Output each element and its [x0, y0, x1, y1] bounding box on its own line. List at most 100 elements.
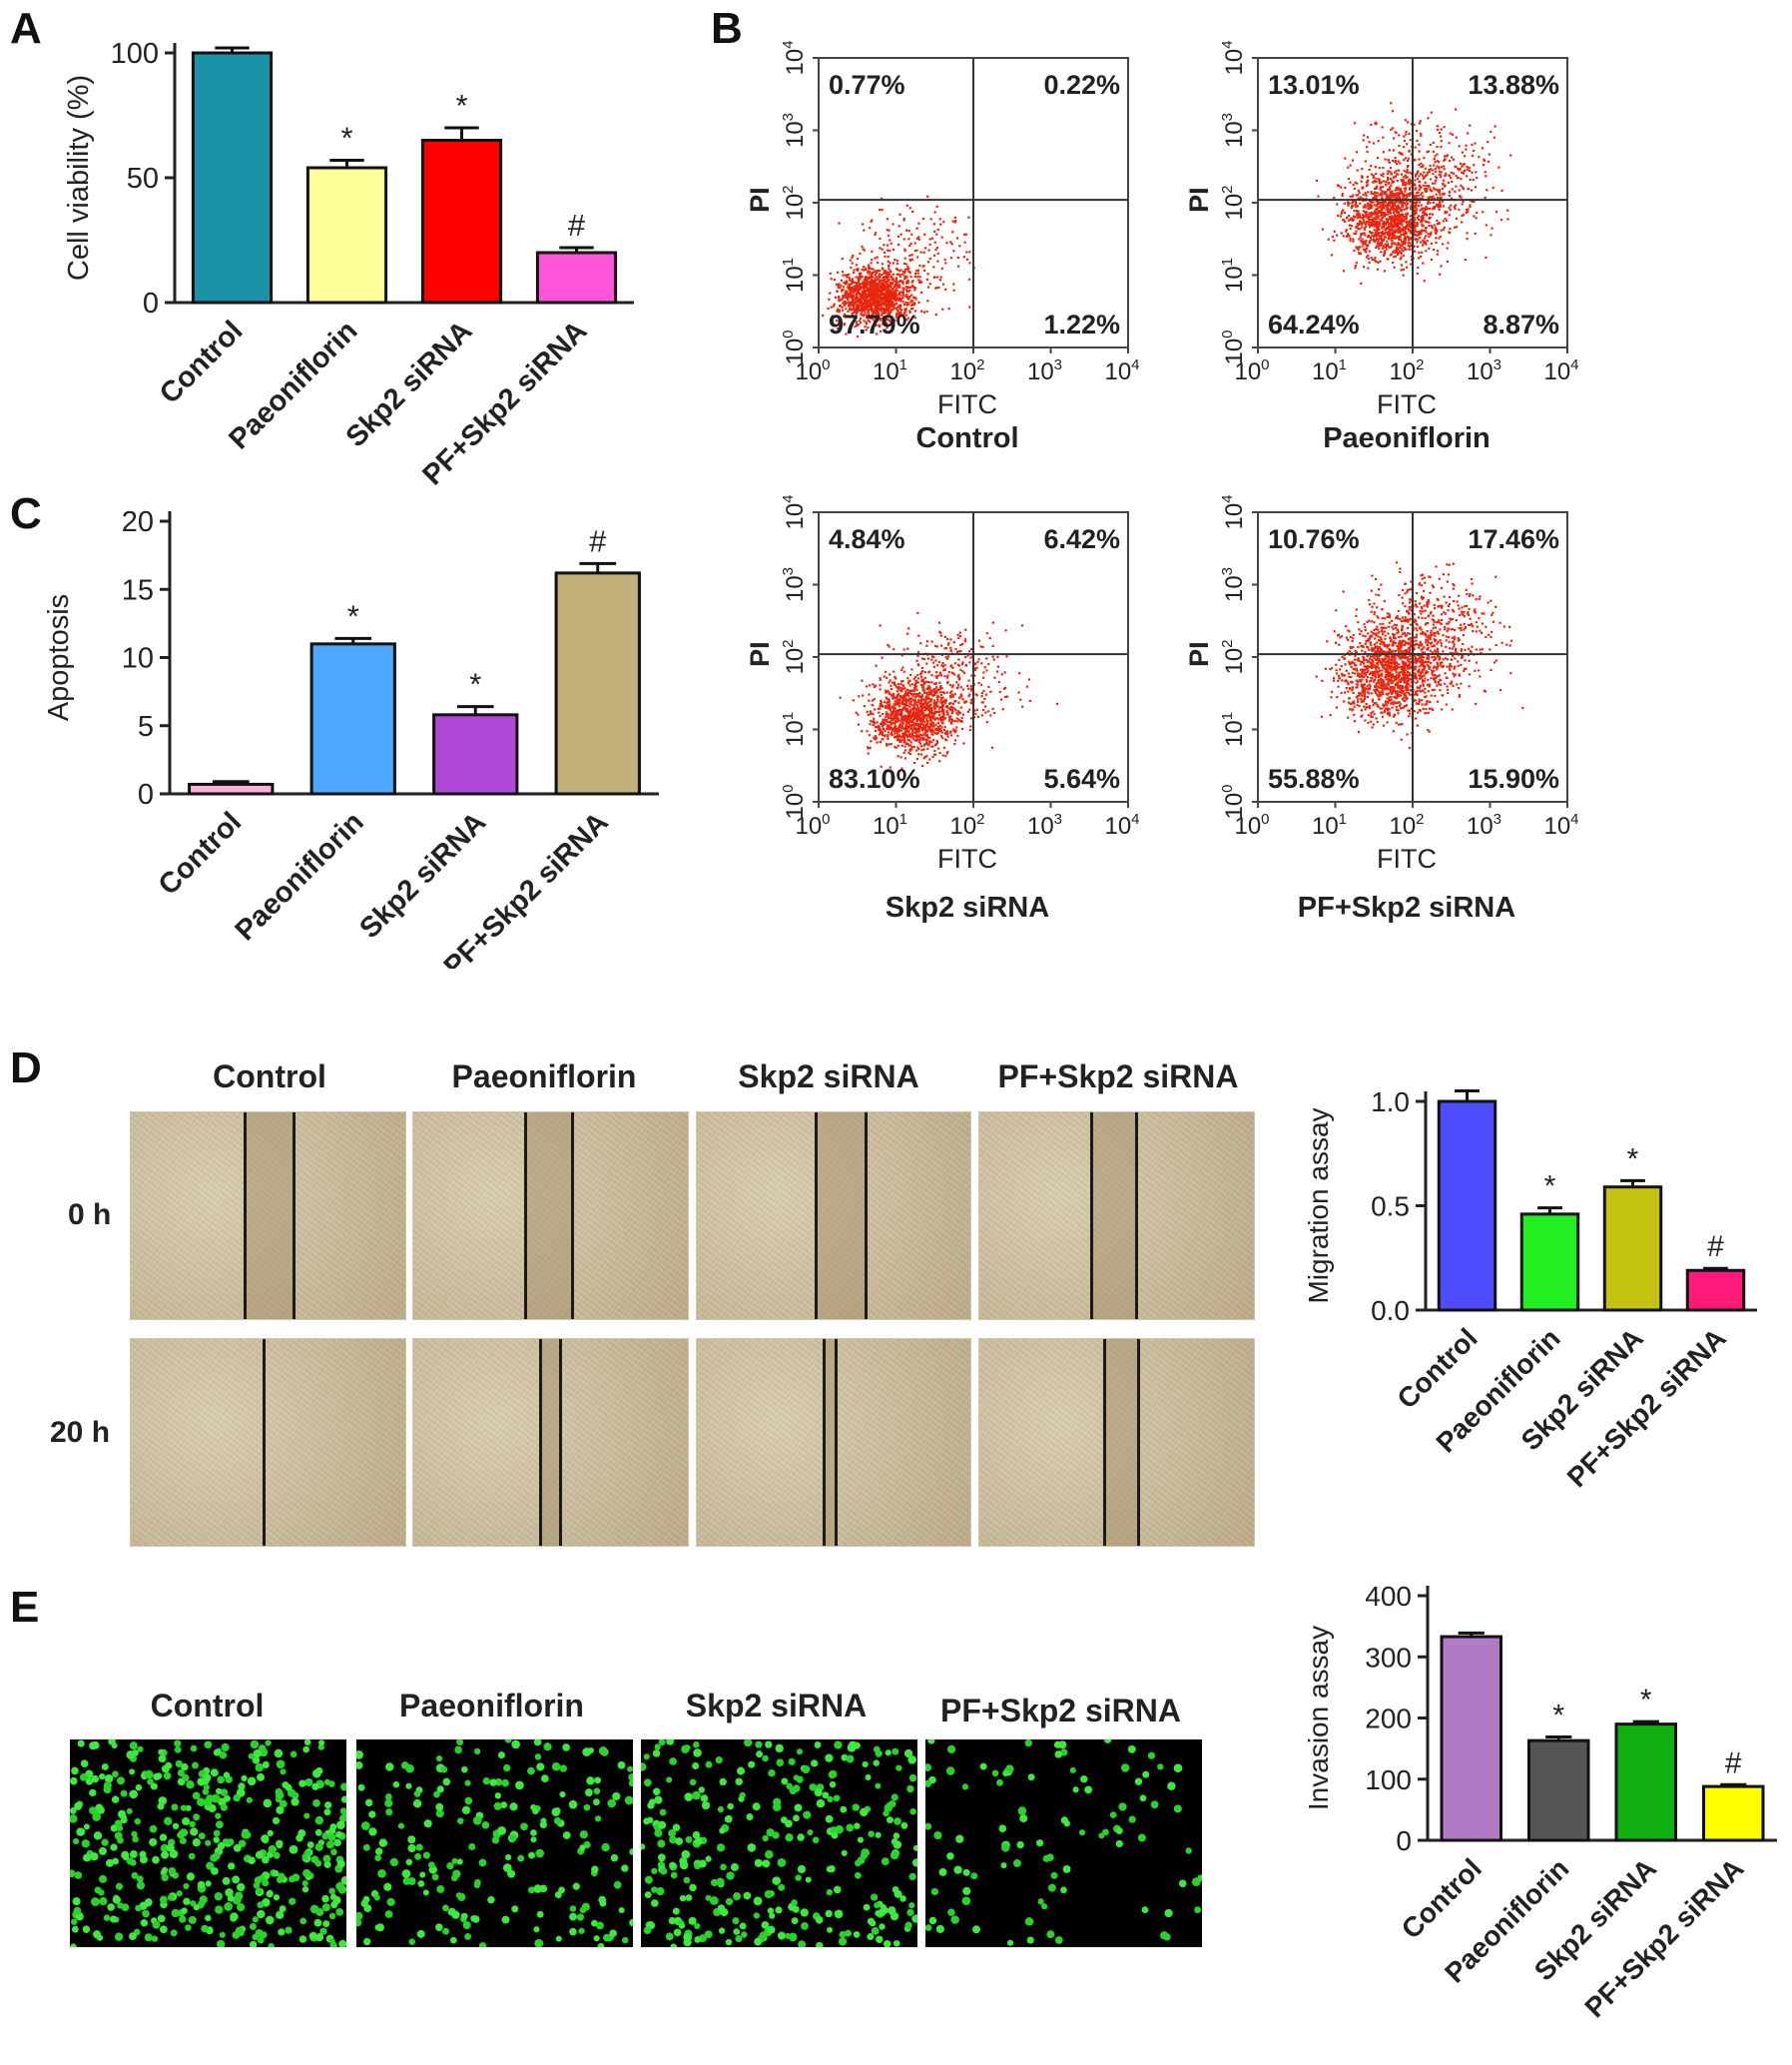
- e-category-label-pf-skp2-sirna: PF+Skp2 siRNA: [1578, 1852, 1749, 2023]
- scratch-image-paeoniflorin-0h: [412, 1111, 689, 1320]
- c-bar-pf-skp2-sirna: [554, 571, 641, 796]
- e-annotation-paeoniflorin: *: [1552, 1699, 1564, 1731]
- c-category-label-control: Control: [153, 806, 249, 902]
- flow-quadrant-upper-right: 0.22%: [1043, 70, 1120, 100]
- flow-xtick-label: 101: [873, 811, 907, 840]
- c-annotation-skp2-sirna: *: [469, 667, 481, 702]
- flow-ytick-label: 100: [1219, 330, 1248, 364]
- flow-ytick-label: 103: [780, 113, 809, 148]
- flow-quadrant-lower-right: 8.87%: [1483, 310, 1559, 340]
- flow-plot-title: PF+Skp2 siRNA: [1298, 892, 1515, 924]
- flow-xtick-label: 103: [1467, 811, 1501, 840]
- d-bar-skp2-sirna: [1602, 1185, 1663, 1312]
- flow-xtick-label: 101: [1312, 811, 1347, 840]
- d-bar-paeoniflorin: [1519, 1212, 1580, 1312]
- a-bar-paeoniflorin: [305, 166, 388, 305]
- flow-ytick-label: 103: [780, 567, 809, 602]
- scratch-image-control-20h: [130, 1338, 406, 1547]
- d-col-label-control: Control: [213, 1058, 326, 1094]
- e-col-label-skp2-sirna: Skp2 siRNA: [685, 1688, 868, 1723]
- flow-plot-title: Skp2 siRNA: [886, 892, 1049, 924]
- flow-ytick-label: 104: [1219, 40, 1248, 75]
- scratch-image-skp2-sirna-20h: [696, 1338, 971, 1547]
- flow-quadrant-upper-left: 4.84%: [829, 524, 905, 554]
- flow-ytick-label: 104: [780, 40, 809, 75]
- flow-dot-cloud: [822, 195, 975, 339]
- flow-quadrant-upper-left: 0.77%: [829, 70, 905, 100]
- a-annotation-paeoniflorin: *: [340, 121, 352, 156]
- scratch-image-control-0h: [130, 1111, 406, 1320]
- flow-y-axis-label: PI: [745, 641, 775, 667]
- c-ytick-label: 15: [122, 574, 154, 606]
- d-ytick-label: 0.5: [1371, 1191, 1410, 1222]
- c-y-axis-label: Apoptosis: [43, 594, 75, 721]
- flow-quadrant-lower-left: 55.88%: [1268, 764, 1360, 794]
- flow-quadrant-upper-left: 13.01%: [1268, 70, 1360, 100]
- flow-xtick-label: 104: [1104, 811, 1139, 840]
- flow-y-axis-label: PI: [1184, 641, 1214, 667]
- e-bar-pf-skp2-sirna: [1702, 1784, 1765, 1842]
- flow-ytick-label: 104: [780, 494, 809, 529]
- d-y-axis-label: Migration assay: [1303, 1107, 1334, 1303]
- flow-x-axis-label: FITC: [937, 844, 997, 874]
- c-bar-paeoniflorin: [309, 642, 396, 796]
- flow-quadrant-lower-right: 15.90%: [1468, 764, 1559, 794]
- flow-quadrant-upper-left: 10.76%: [1268, 524, 1360, 554]
- flow-ytick-label: 103: [1219, 567, 1248, 602]
- a-ytick-label: 0: [143, 288, 159, 320]
- d-row-label-0h: 0 h: [68, 1198, 112, 1231]
- flow-dot-cloud: [1315, 102, 1512, 285]
- flow-ytick-label: 102: [1219, 639, 1248, 674]
- e-col-label-control: Control: [150, 1688, 265, 1723]
- flow-quadrant-lower-right: 1.22%: [1043, 310, 1120, 340]
- e-bar-skp2-sirna: [1614, 1722, 1677, 1842]
- d-annotation-pf-skp2-sirna: #: [1707, 1230, 1724, 1263]
- flow-xtick-label: 103: [1027, 356, 1062, 385]
- flow-xtick-label: 100: [795, 811, 830, 840]
- a-ytick-label: 100: [111, 38, 159, 70]
- a-bar-pf-skp2-sirna: [535, 251, 618, 305]
- flow-ytick-label: 101: [780, 712, 809, 747]
- flow-xtick-label: 101: [873, 356, 907, 385]
- flow-ytick-label: 104: [1219, 494, 1248, 529]
- a-annotation-pf-skp2-sirna: #: [568, 208, 586, 243]
- invasion-image-control: [70, 1739, 346, 1947]
- e-ytick-label: 200: [1365, 1704, 1412, 1734]
- flow-ytick-label: 102: [780, 185, 809, 220]
- c-category-label-paeoniflorin: Paeoniflorin: [230, 806, 370, 947]
- flow-ytick-label: 101: [1219, 712, 1248, 747]
- d-bar-pf-skp2-sirna: [1685, 1268, 1746, 1312]
- e-y-axis-label: Invasion assay: [1303, 1626, 1334, 1810]
- flow-xtick-label: 102: [949, 811, 984, 840]
- flow-ytick-label: 102: [780, 639, 809, 674]
- e-ytick-label: 400: [1365, 1581, 1412, 1612]
- flow-xtick-label: 100: [1234, 811, 1269, 840]
- flow-xtick-label: 103: [1467, 356, 1501, 385]
- panel-letter-b: B: [711, 4, 743, 53]
- invasion-image-paeoniflorin: [356, 1739, 633, 1947]
- panel-letter-e: E: [10, 1583, 40, 1632]
- e-bar-control: [1440, 1635, 1502, 1842]
- c-ytick-label: 20: [122, 506, 154, 538]
- flow-ytick-label: 101: [1219, 258, 1248, 293]
- flow-quadrant-upper-right: 6.42%: [1043, 524, 1120, 554]
- e-bar-paeoniflorin: [1527, 1738, 1590, 1842]
- flow-x-axis-label: FITC: [1377, 389, 1437, 419]
- c-bar-control: [188, 782, 275, 796]
- flow-ytick-label: 100: [1219, 784, 1248, 819]
- flow-x-axis-label: FITC: [937, 389, 997, 419]
- flow-dot-cloud: [839, 611, 1059, 770]
- d-bar-control: [1437, 1099, 1497, 1312]
- flow-y-axis-label: PI: [745, 187, 775, 213]
- a-bar-skp2-sirna: [420, 139, 503, 305]
- e-ytick-label: 0: [1396, 1825, 1412, 1856]
- e-ytick-label: 100: [1365, 1764, 1412, 1795]
- c-category-label-skp2-sirna: Skp2 siRNA: [353, 806, 492, 945]
- flow-ytick-label: 100: [780, 330, 809, 364]
- e-col-label-paeoniflorin: Paeoniflorin: [399, 1688, 584, 1723]
- e-col-label-pf-skp2-sirna: PF+Skp2 siRNA: [940, 1693, 1181, 1728]
- flow-ytick-label: 102: [1219, 185, 1248, 220]
